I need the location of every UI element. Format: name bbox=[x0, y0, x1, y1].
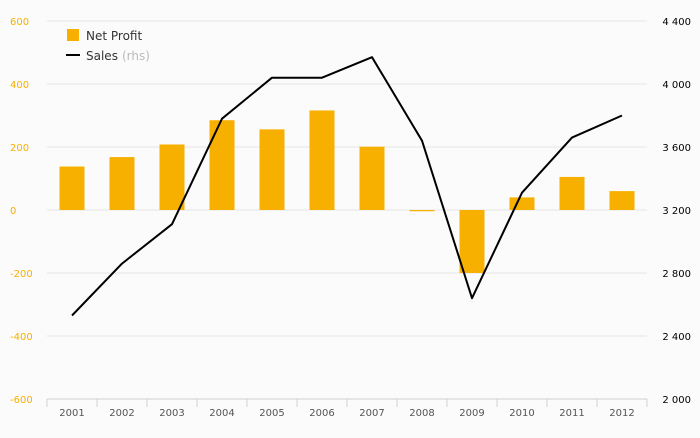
x-tick-label: 2006 bbox=[309, 408, 334, 419]
legend-swatch-net-profit bbox=[67, 29, 79, 41]
left-tick-label: 0 bbox=[10, 206, 16, 217]
bar-net-profit bbox=[509, 197, 535, 210]
left-tick-label: -600 bbox=[10, 395, 33, 406]
left-tick-label: 400 bbox=[10, 80, 29, 91]
x-tick-label: 2005 bbox=[259, 408, 284, 419]
sales-line bbox=[71, 56, 623, 317]
bar-net-profit bbox=[59, 166, 85, 210]
x-tick-label: 2012 bbox=[609, 408, 634, 419]
right-tick-label: 2 000 bbox=[662, 395, 691, 406]
right-tick-label: 2 800 bbox=[662, 269, 691, 280]
legend-sales-name: Sales bbox=[86, 49, 118, 63]
right-tick-label: 4 000 bbox=[662, 80, 691, 91]
x-axis: 2001 2002 2003 2004 2005 2006 2007 2008 2009 2010… bbox=[46, 398, 648, 419]
left-tick-label: -400 bbox=[10, 332, 33, 343]
bar-net-profit bbox=[559, 176, 585, 210]
x-tick-label: 2010 bbox=[509, 408, 534, 419]
left-axis: 600 400 200 0 -200 -400 -600 bbox=[10, 17, 33, 406]
right-axis: 4 400 4 000 3 600 3 200 2 800 2 400 2 000 bbox=[662, 17, 691, 406]
bar-net-profit bbox=[109, 157, 135, 210]
right-tick-label: 3 600 bbox=[662, 143, 691, 154]
legend: Net Profit Sales (rhs) bbox=[66, 29, 150, 63]
net-profit-bars bbox=[59, 110, 635, 273]
x-tick-label: 2003 bbox=[159, 408, 184, 419]
bar-net-profit bbox=[609, 191, 635, 210]
left-tick-label: -200 bbox=[10, 269, 33, 280]
left-tick-label: 200 bbox=[10, 143, 29, 154]
x-tick-label: 2001 bbox=[59, 408, 84, 419]
x-tick-label: 2004 bbox=[209, 408, 234, 419]
x-tick-label: 2002 bbox=[109, 408, 134, 419]
sales-line-series bbox=[71, 56, 623, 317]
bar-net-profit bbox=[159, 144, 185, 210]
x-tick-label: 2007 bbox=[359, 408, 384, 419]
x-tick-label: 2009 bbox=[459, 408, 484, 419]
legend-label-net-profit: Net Profit bbox=[86, 29, 142, 43]
bar-net-profit bbox=[259, 129, 285, 210]
bar-net-profit bbox=[459, 210, 485, 273]
right-tick-label: 2 400 bbox=[662, 332, 691, 343]
legend-sales-suffix: (rhs) bbox=[122, 49, 150, 63]
x-tick-label: 2011 bbox=[559, 408, 584, 419]
right-tick-label: 3 200 bbox=[662, 206, 691, 217]
bar-net-profit bbox=[409, 210, 435, 212]
bar-net-profit bbox=[209, 120, 235, 210]
bar-net-profit bbox=[309, 110, 335, 210]
gridlines bbox=[47, 20, 647, 337]
bar-net-profit bbox=[359, 146, 385, 210]
right-tick-label: 4 400 bbox=[662, 17, 691, 28]
left-tick-label: 600 bbox=[10, 17, 29, 28]
legend-label-sales: Sales (rhs) bbox=[86, 49, 150, 63]
x-tick-label: 2008 bbox=[409, 408, 434, 419]
